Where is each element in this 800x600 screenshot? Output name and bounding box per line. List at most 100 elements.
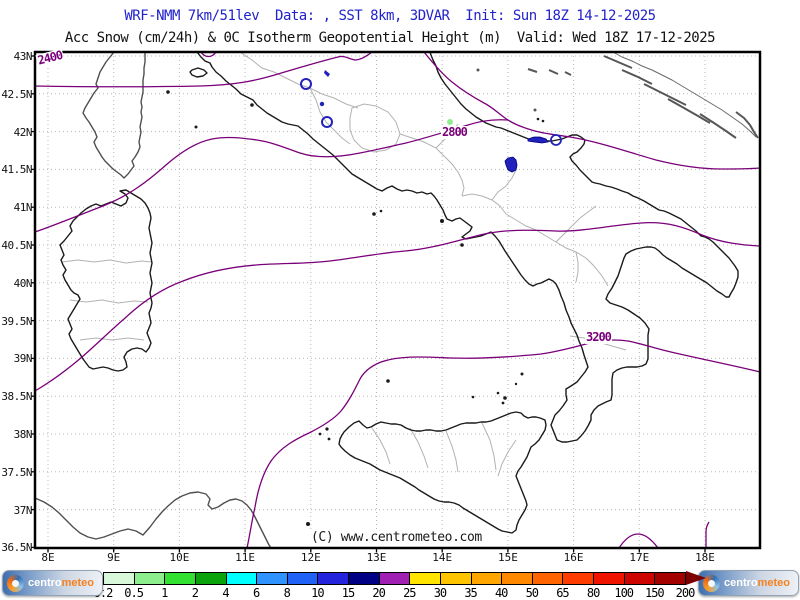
contour-bottom-arc [618,533,659,549]
colorbar-box [502,573,533,584]
gray-coastlines [34,51,759,549]
logo-text-centro: centro [28,577,62,589]
colorbar-box [287,573,319,584]
colorbar-box [257,573,288,584]
centrometeo-swirl-icon [703,575,720,592]
lat-label: 43N [13,50,33,63]
contour-top-arc [200,51,217,58]
lat-label: 38.5N [1,390,32,404]
contour-2800-east [423,51,761,170]
snow-ring-3 [550,134,562,146]
lat-label: 39.5N [1,314,32,328]
lat-label: 39N [13,352,33,366]
colorbar-box [563,573,594,584]
colorbar-box [532,573,564,584]
small-islands [166,90,545,526]
colorbar-tick-label: 15 [341,586,355,600]
geopotential-contours [34,51,761,549]
lat-label: 36.5N [1,541,32,555]
contour-3000 [34,222,761,392]
colorbar-tick-label: 6 [253,586,260,600]
colorbar-box [104,573,135,584]
lon-label: 10E [169,551,190,564]
colorbar-box [134,573,166,584]
lat-label: 37N [13,503,33,517]
lon-label: 17E [629,551,650,564]
colorbar-tick-label: 0.5 [124,586,144,600]
colorbar-arrow [686,571,706,585]
lat-label: 40.5N [1,239,32,252]
colorbar-tick-label: 40 [494,586,508,600]
lon-label: 11E [235,551,256,564]
colorbar-tick-label: 1 [161,586,168,600]
snow-dash-1 [324,70,330,77]
colorbar-tick-label: 200 [675,586,696,600]
lon-label: 8E [41,551,55,564]
lon-label: 14E [432,551,453,564]
colorbar-box [226,573,258,584]
colorbar-box [410,573,441,584]
colorbar-box [471,573,503,584]
centrometeo-wordmark: centrometeo [724,577,790,589]
colorbar-tick-label: 10 [311,586,324,600]
lat-label: 41N [13,201,33,215]
lat-label: 41.5N [1,163,32,177]
colorbar [103,572,686,585]
lon-label: 9E [107,551,121,564]
model-init-title: WRF-NMM 7km/51lev Data: , SST 8km, 3DVAR… [124,8,656,24]
colorbar-tick-label: 65 [556,586,569,600]
map-canvas [31,50,762,553]
colorbar-tick-label: 50 [525,586,539,600]
lat-label: 37.5N [1,465,32,479]
colorbar-box [440,573,472,584]
colorbar-box [165,573,196,584]
centrometeo-logo-left: centrometeo [2,570,103,596]
grid-lines [31,52,760,553]
contour-label-3200: 3200 [585,330,612,344]
sardinia-coastline [59,189,153,372]
region-borders [61,51,627,477]
centrometeo-logo-right: centrometeo [698,570,799,596]
snow-patches [300,70,562,173]
colorbar-tick-label: 80 [586,586,600,600]
colorbar-box [195,573,227,584]
lon-label: 13E [366,551,387,564]
centrometeo-wordmark: centrometeo [28,577,94,589]
italy-coastline [196,51,739,443]
colorbar-box [594,573,625,584]
lat-label: 42N [13,125,33,139]
colorbar-tick-label: 25 [403,586,416,600]
colorbar-box [624,573,656,584]
colorbar-tick-label: 150 [644,586,665,600]
corsica-coastline [82,51,146,179]
contour-2400 [34,52,372,88]
snow-strip [527,136,549,144]
black-coastlines [59,51,739,534]
contour-bottom-stub [705,521,710,548]
contour-label-2800: 2800 [441,125,468,139]
colorbar-tick-label: 4 [222,586,229,600]
snow-ring-1 [300,78,312,90]
dalmatian-islands [527,55,759,139]
lon-label: 15E [497,551,518,564]
colorbar-tick-label: 8 [283,586,291,600]
logo-text-meteo: meteo [757,577,791,589]
lat-label: 40N [13,276,33,290]
map-frame [33,50,762,550]
contour-2800-west [34,119,509,233]
lat-label: 42.5N [1,87,32,101]
snow-green-dot [447,119,453,125]
sicily-coastline [338,411,547,534]
field-valid-title: Acc Snow (cm/24h) & 0C Isotherm Geopoten… [64,30,716,46]
colorbar-tick-label: 30 [433,586,447,600]
snow-ring-2 [321,116,333,128]
snow-blob [504,156,518,173]
colorbar-tick-label: 100 [614,586,634,600]
snow-dot-1 [319,101,325,107]
lon-label: 16E [563,551,584,564]
colorbar-box [349,573,380,584]
colorbar-box [379,573,411,584]
colorbar-tick-label: 35 [464,586,477,600]
croatia-coastline [612,51,757,138]
